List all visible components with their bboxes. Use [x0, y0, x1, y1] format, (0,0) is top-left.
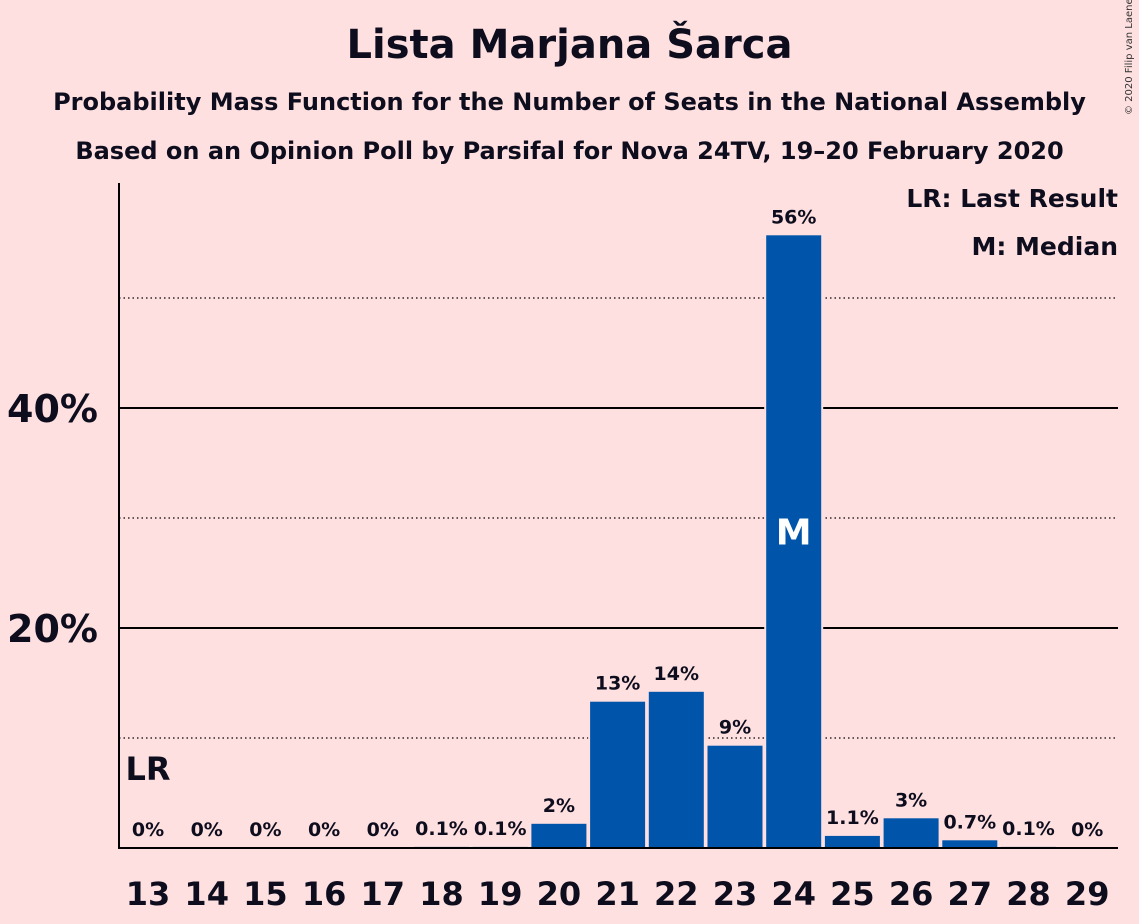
data-label-28: 0.1%	[1002, 818, 1055, 840]
bar-21	[590, 701, 646, 848]
x-tick-label-20: 20	[537, 875, 582, 913]
x-tick-label-27: 27	[948, 875, 993, 913]
legend-last-result: LR: Last Result	[906, 184, 1118, 213]
median-marker: M	[776, 513, 812, 554]
y-tick-label-40: 40%	[7, 387, 98, 431]
x-tick-label-22: 22	[654, 875, 699, 913]
x-tick-label-28: 28	[1006, 875, 1051, 913]
data-label-18: 0.1%	[415, 818, 468, 840]
data-label-19: 0.1%	[474, 818, 527, 840]
x-tick-label-16: 16	[302, 875, 347, 913]
data-label-17: 0%	[367, 819, 399, 841]
data-label-21: 13%	[595, 673, 640, 695]
bar-20	[531, 823, 587, 848]
last-result-marker: LR	[125, 750, 170, 788]
chart-title: Lista Marjana Šarca	[346, 22, 793, 68]
data-label-13: 0%	[132, 819, 164, 841]
x-tick-label-13: 13	[126, 875, 171, 913]
data-label-26: 3%	[895, 789, 927, 811]
data-label-20: 2%	[543, 795, 575, 817]
x-tick-label-18: 18	[419, 875, 464, 913]
bar-gap-18	[412, 844, 471, 848]
data-label-24: 56%	[771, 206, 816, 228]
x-tick-label-23: 23	[713, 875, 758, 913]
bar-23	[707, 745, 763, 848]
bar-gap-19	[470, 844, 530, 848]
bar-gap-28	[999, 844, 1058, 848]
bar-25	[824, 835, 880, 848]
x-tick-label-26: 26	[889, 875, 934, 913]
data-label-25: 1.1%	[826, 807, 879, 829]
bar-22	[648, 691, 704, 848]
legend-median: M: Median	[971, 232, 1118, 261]
x-tick-label-14: 14	[184, 875, 229, 913]
chart-subtitle-2: Based on an Opinion Poll by Parsifal for…	[75, 137, 1064, 165]
x-tick-label-25: 25	[830, 875, 875, 913]
x-tick-label-24: 24	[771, 875, 816, 913]
data-label-16: 0%	[308, 819, 340, 841]
data-label-27: 0.7%	[943, 811, 996, 833]
x-tick-label-15: 15	[243, 875, 288, 913]
bar-27	[942, 840, 998, 848]
bar-24	[766, 235, 822, 849]
x-tick-label-21: 21	[595, 875, 640, 913]
chart-subtitle-1: Probability Mass Function for the Number…	[53, 88, 1086, 116]
y-tick-label-20: 20%	[7, 607, 98, 651]
data-label-22: 14%	[654, 663, 699, 685]
data-label-15: 0%	[249, 819, 281, 841]
data-label-29: 0%	[1071, 819, 1103, 841]
x-tick-label-17: 17	[361, 875, 406, 913]
x-tick-label-29: 29	[1065, 875, 1110, 913]
bar-26	[883, 818, 939, 848]
data-label-14: 0%	[191, 819, 223, 841]
x-tick-label-19: 19	[478, 875, 523, 913]
data-label-23: 9%	[719, 717, 751, 739]
